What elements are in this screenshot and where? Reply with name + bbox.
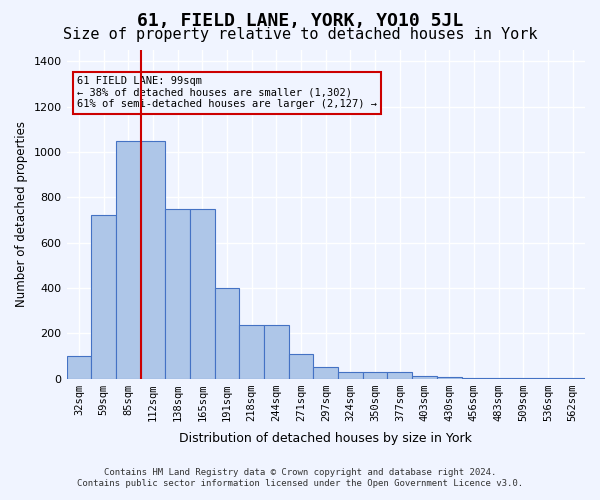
Text: 61 FIELD LANE: 99sqm
← 38% of detached houses are smaller (1,302)
61% of semi-de: 61 FIELD LANE: 99sqm ← 38% of detached h…: [77, 76, 377, 110]
Bar: [140, 140, 165, 378]
Bar: [67, 356, 91, 378]
Bar: [412, 376, 437, 378]
Bar: [190, 208, 215, 378]
Bar: [264, 326, 289, 378]
Bar: [116, 140, 140, 378]
Bar: [289, 354, 313, 378]
Y-axis label: Number of detached properties: Number of detached properties: [15, 122, 28, 308]
Bar: [215, 288, 239, 378]
X-axis label: Distribution of detached houses by size in York: Distribution of detached houses by size …: [179, 432, 472, 445]
Bar: [363, 372, 388, 378]
Text: 61, FIELD LANE, YORK, YO10 5JL: 61, FIELD LANE, YORK, YO10 5JL: [137, 12, 463, 30]
Bar: [165, 208, 190, 378]
Bar: [239, 326, 264, 378]
Bar: [313, 367, 338, 378]
Bar: [338, 372, 363, 378]
Text: Size of property relative to detached houses in York: Size of property relative to detached ho…: [63, 28, 537, 42]
Bar: [388, 372, 412, 378]
Text: Contains HM Land Registry data © Crown copyright and database right 2024.
Contai: Contains HM Land Registry data © Crown c…: [77, 468, 523, 487]
Bar: [91, 216, 116, 378]
